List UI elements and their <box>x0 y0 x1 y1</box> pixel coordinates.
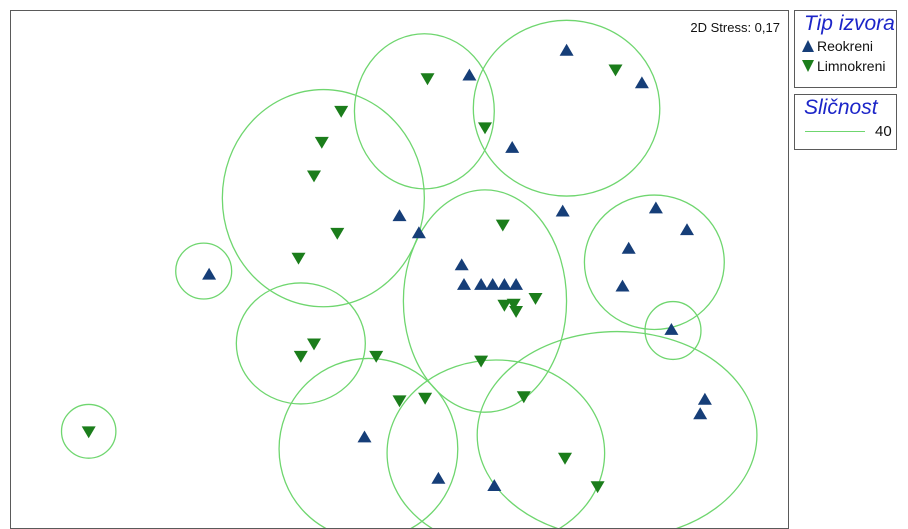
plot-area: 2D Stress: 0,17 <box>10 10 789 529</box>
point-limnokreni-17 <box>474 355 489 368</box>
point-limnokreni-9 <box>495 219 510 232</box>
point-reokreni-5 <box>392 209 407 222</box>
triangle-down-icon <box>802 60 814 72</box>
point-reokreni-8 <box>680 223 694 236</box>
point-limnokreni-7 <box>330 227 345 240</box>
point-reokreni-23 <box>487 479 502 491</box>
similarity-cluster-4 <box>175 242 233 300</box>
point-limnokreni-15 <box>293 350 308 363</box>
similarity-line-icon <box>805 130 865 132</box>
point-reokreni-11 <box>454 258 469 271</box>
point-limnokreni-23 <box>81 426 96 439</box>
point-limnokreni-5 <box>314 136 329 149</box>
legend-item-reokreni: Reokreni <box>795 36 896 56</box>
point-reokreni-12 <box>457 278 471 290</box>
point-reokreni-19 <box>697 392 712 405</box>
point-reokreni-15 <box>497 278 512 290</box>
legend-title-similarity: Sličnost <box>804 96 878 119</box>
point-reokreni-14 <box>485 278 500 290</box>
point-reokreni-3 <box>634 76 649 89</box>
point-limnokreni-21 <box>558 452 572 465</box>
legend-label-reokreni: Reokreni <box>817 38 874 54</box>
similarity-cluster-6 <box>402 189 568 413</box>
point-limnokreni-20 <box>516 391 531 404</box>
point-limnokreni-18 <box>392 395 407 408</box>
triangle-up-icon <box>802 40 814 52</box>
point-reokreni-4 <box>505 141 520 153</box>
legend-similarity: Sličnost 40 <box>794 94 897 150</box>
similarity-cluster-7 <box>235 282 366 405</box>
similarity-cluster-12 <box>60 403 117 459</box>
point-limnokreni-8 <box>291 252 306 265</box>
legend-item-similarity: 40 <box>795 120 896 142</box>
point-limnokreni-13 <box>528 293 543 305</box>
point-reokreni-16 <box>509 278 523 290</box>
point-reokreni-1 <box>462 68 477 81</box>
similarity-cluster-10 <box>386 359 606 528</box>
legend-title-spring-type: Tip izvora <box>804 12 895 35</box>
point-limnokreni-10 <box>497 299 512 312</box>
similarity-cluster-9 <box>278 357 459 528</box>
point-reokreni-2 <box>559 43 574 56</box>
point-reokreni-7 <box>648 201 663 214</box>
point-reokreni-24 <box>411 226 426 239</box>
point-reokreni-17 <box>202 267 217 280</box>
point-reokreni-9 <box>621 241 636 254</box>
point-reokreni-13 <box>474 278 489 290</box>
legend-label-limnokreni: Limnokreni <box>817 58 886 74</box>
point-reokreni-6 <box>555 204 570 217</box>
similarity-cluster-2 <box>472 19 661 197</box>
point-limnokreni-6 <box>307 170 321 183</box>
point-reokreni-20 <box>693 407 708 420</box>
point-limnokreni-19 <box>418 392 433 405</box>
legend-item-limnokreni: Limnokreni <box>795 56 896 76</box>
point-reokreni-18 <box>664 323 679 335</box>
point-reokreni-22 <box>431 471 446 484</box>
point-limnokreni-11 <box>506 298 521 311</box>
similarity-cluster-11 <box>476 330 758 528</box>
point-reokreni-21 <box>357 430 372 443</box>
legend-label-similarity-value: 40 <box>875 122 892 140</box>
similarity-cluster-5 <box>583 194 725 331</box>
point-limnokreni-3 <box>478 122 492 135</box>
similarity-cluster-3 <box>221 88 426 308</box>
point-limnokreni-12 <box>509 306 523 318</box>
stress-label: 2D Stress: 0,17 <box>690 20 780 35</box>
point-limnokreni-2 <box>608 64 623 77</box>
point-limnokreni-4 <box>334 105 349 118</box>
similarity-cluster-8 <box>644 300 702 361</box>
legend-spring-type: Tip izvora Reokreni Limnokreni <box>794 10 897 88</box>
point-limnokreni-16 <box>369 350 384 363</box>
point-limnokreni-1 <box>420 73 435 86</box>
point-limnokreni-22 <box>590 481 605 494</box>
scatter-plot <box>60 19 758 528</box>
point-reokreni-10 <box>615 279 630 292</box>
point-limnokreni-14 <box>307 338 321 351</box>
